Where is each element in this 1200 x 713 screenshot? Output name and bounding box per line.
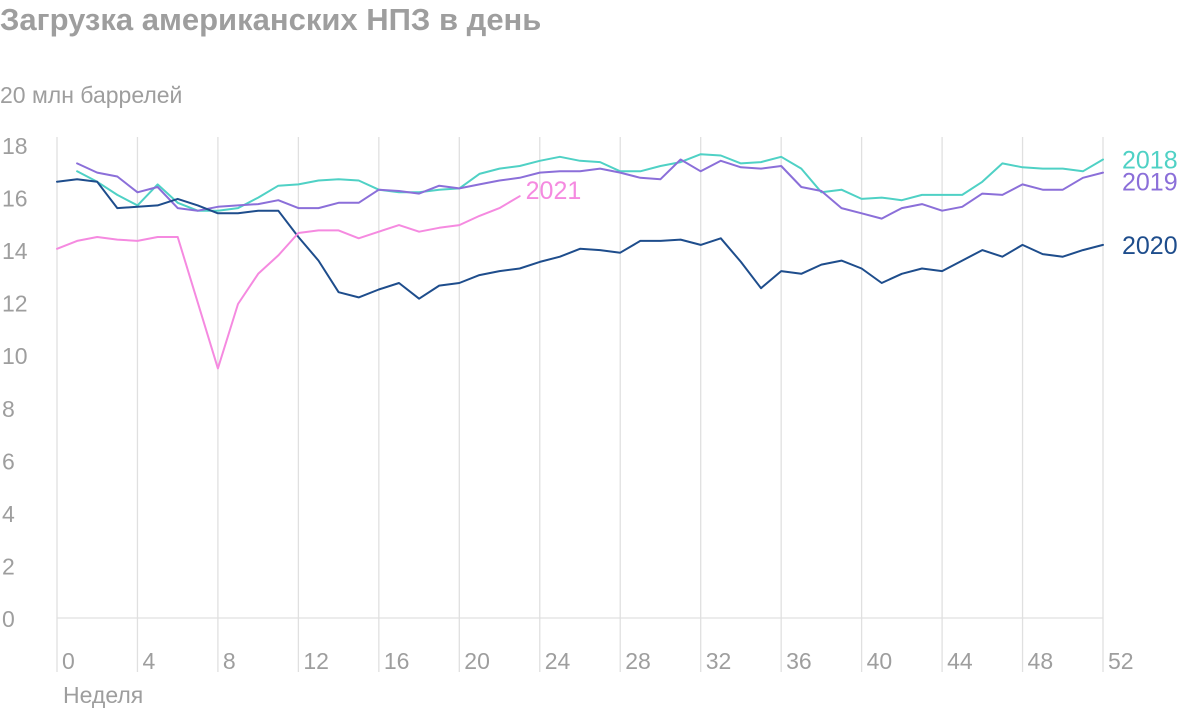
x-tick-label: 12 [303, 648, 329, 674]
y-tick-label: 2 [2, 553, 15, 579]
x-tick-label: 32 [706, 648, 732, 674]
x-tick-label: 16 [384, 648, 410, 674]
series-line-2019 [76, 158, 1104, 220]
chart-title: Загрузка американских НПЗ в день [0, 2, 542, 37]
x-axis-label: Неделя [63, 682, 144, 708]
x-tick-label: 4 [142, 648, 155, 674]
x-tick-label: 24 [545, 648, 571, 674]
y-tick-label: 4 [2, 501, 15, 527]
x-tick-label: 52 [1108, 648, 1134, 674]
series-label-2019: 2019 [1122, 169, 1178, 197]
x-tick-label: 0 [62, 648, 75, 674]
y-tick-label: 14 [2, 238, 28, 264]
x-tick-label: 40 [867, 648, 893, 674]
y-tick-label: 8 [2, 396, 15, 422]
x-tick-label: 28 [625, 648, 651, 674]
series-line-2020 [56, 178, 1104, 300]
y-tick-label: 16 [2, 186, 28, 212]
y-tick-label: 18 [2, 133, 28, 159]
series-line-2021 [56, 195, 521, 370]
x-tick-label: 20 [464, 648, 490, 674]
y-tick-label: 12 [2, 291, 28, 317]
y-tick-label: 6 [2, 448, 15, 474]
series-label-2021: 2021 [526, 177, 582, 205]
series-line-2018 [76, 153, 1104, 212]
x-tick-label: 44 [947, 648, 973, 674]
series-label-2018: 2018 [1122, 146, 1178, 174]
y-tick-label: 10 [2, 343, 28, 369]
x-tick-label: 8 [223, 648, 236, 674]
x-tick-label: 36 [786, 648, 812, 674]
y-axis-unit-label: 20 млн баррелей [0, 82, 183, 108]
series-label-2020: 2020 [1122, 232, 1178, 260]
x-tick-label: 48 [1028, 648, 1054, 674]
y-tick-label: 0 [2, 606, 15, 632]
